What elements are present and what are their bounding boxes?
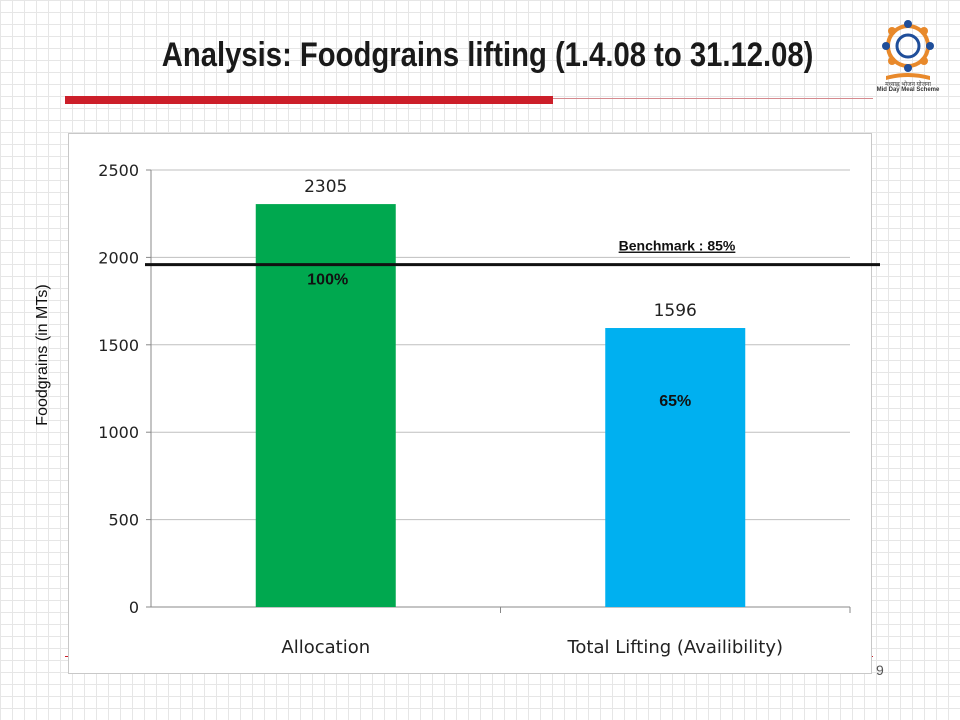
category-label: Allocation <box>281 637 370 658</box>
logo-ring-icon <box>882 20 934 72</box>
bar-allocation <box>255 204 396 607</box>
bars <box>255 204 746 607</box>
category-label: Total Lifting (Availibility) <box>566 637 783 658</box>
logo-caption-english: Mid Day Meal Scheme <box>876 87 940 93</box>
y-tick-label: 1500 <box>98 336 139 355</box>
data-label: 1596 <box>654 301 697 321</box>
y-tick-label: 1000 <box>98 423 139 442</box>
title-underline-accent <box>65 96 553 104</box>
y-tick-label: 500 <box>108 511 139 530</box>
benchmark: Benchmark : 85% <box>145 238 880 267</box>
bar-percent-label: 100% <box>307 272 348 289</box>
y-tick-label: 2500 <box>98 161 139 180</box>
data-label: 2305 <box>304 177 347 197</box>
y-tick-label: 0 <box>129 598 139 617</box>
y-axis-title: Foodgrains (in MTs) <box>34 284 51 425</box>
mid-day-meal-logo <box>882 20 934 80</box>
bar-percent-label: 65% <box>659 393 691 410</box>
benchmark-label: Benchmark : 85% <box>619 238 736 254</box>
title-underline-rule <box>553 98 873 99</box>
slide-title: Analysis: Foodgrains lifting (1.4.08 to … <box>161 36 814 74</box>
y-tick-label: 2000 <box>98 248 139 267</box>
bar-total-lifting <box>605 328 746 607</box>
logo-book-icon <box>886 73 930 80</box>
page-number: 9 <box>876 662 884 678</box>
labels: 0 500 1000 1500 2000 2500 2305 100% Allocation 15… <box>98 161 783 658</box>
logo-caption-hindi: मध्याह्न भोजन योजना <box>885 82 931 88</box>
